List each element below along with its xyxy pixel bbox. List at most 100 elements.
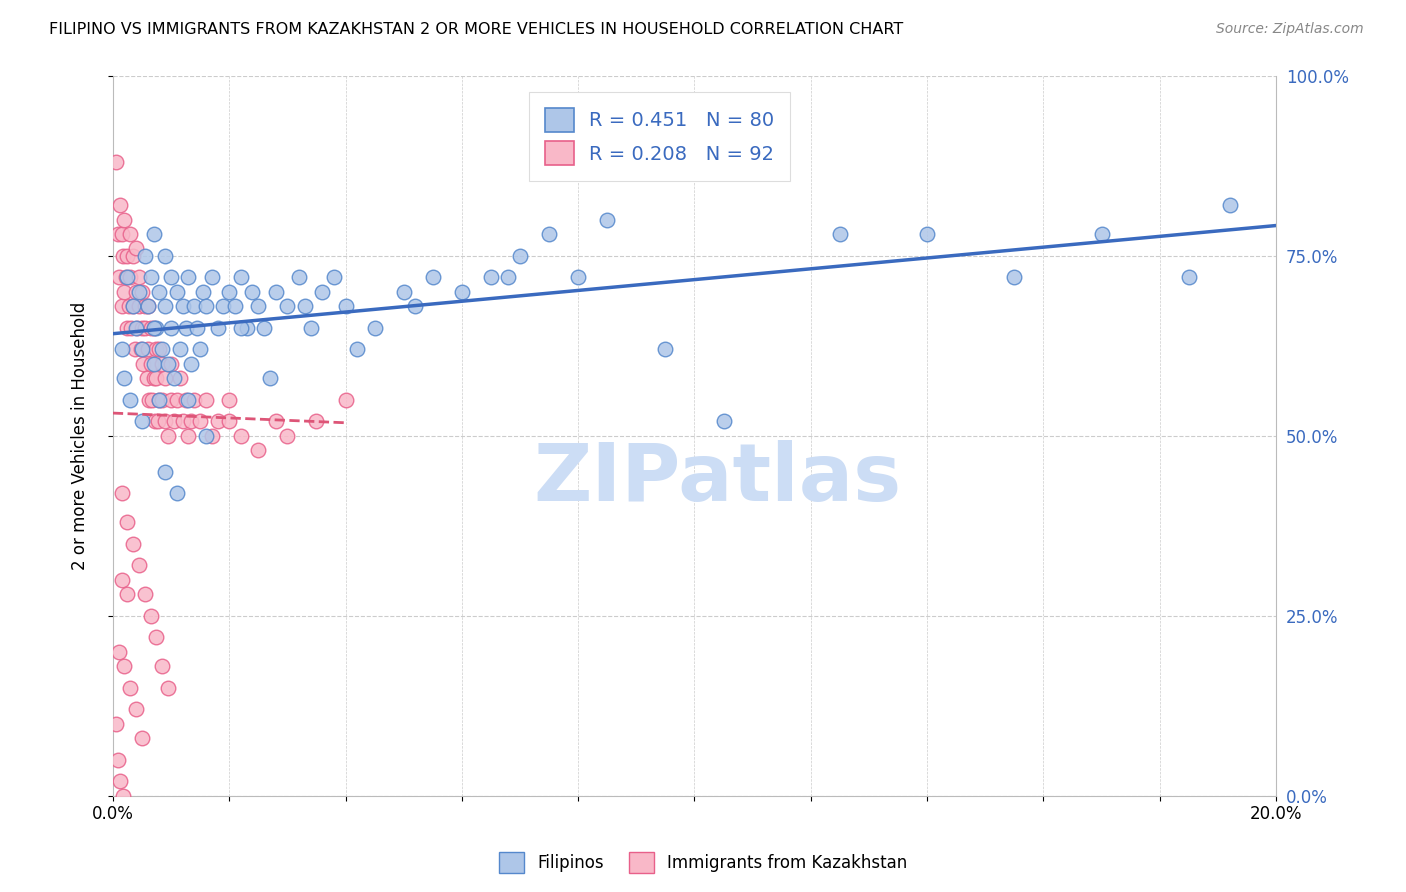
Point <box>247 443 270 458</box>
Point <box>120 270 142 285</box>
Point <box>194 299 217 313</box>
Point <box>122 299 145 313</box>
Point <box>183 299 205 313</box>
Point <box>186 320 208 334</box>
Point <box>346 342 368 356</box>
Point <box>150 342 173 356</box>
Point <box>218 414 240 428</box>
Point <box>120 392 142 407</box>
Point <box>392 285 415 299</box>
Point <box>188 342 211 356</box>
Point <box>201 428 224 442</box>
Point <box>134 320 156 334</box>
Point <box>1219 198 1241 212</box>
Point <box>207 414 229 428</box>
Point <box>177 392 200 407</box>
Point <box>235 320 257 334</box>
Point <box>169 371 191 385</box>
Point <box>180 357 202 371</box>
Point <box>322 270 344 285</box>
Point <box>1002 270 1025 285</box>
Point <box>134 587 156 601</box>
Point <box>163 371 186 385</box>
Point <box>218 285 240 299</box>
Point <box>180 414 202 428</box>
Point <box>915 227 938 241</box>
Point <box>139 320 162 334</box>
Point <box>114 659 136 673</box>
Point <box>142 320 165 334</box>
Point <box>117 249 139 263</box>
Point <box>713 414 735 428</box>
Point <box>108 774 131 789</box>
Point <box>174 392 197 407</box>
Legend: Filipinos, Immigrants from Kazakhstan: Filipinos, Immigrants from Kazakhstan <box>492 846 914 880</box>
Point <box>135 371 157 385</box>
Point <box>153 299 176 313</box>
Point <box>363 320 385 334</box>
Point <box>104 716 127 731</box>
Point <box>654 342 676 356</box>
Point <box>136 299 159 313</box>
Point <box>169 342 191 356</box>
Point <box>143 414 166 428</box>
Point <box>311 285 333 299</box>
Point <box>160 357 183 371</box>
Point <box>114 371 136 385</box>
Point <box>107 227 129 241</box>
Point <box>112 249 135 263</box>
Point <box>117 515 139 529</box>
Point <box>121 320 143 334</box>
Text: ZIPatlas: ZIPatlas <box>534 440 901 518</box>
Point <box>125 241 148 255</box>
Point <box>160 270 183 285</box>
Point <box>229 428 252 442</box>
Point <box>148 285 170 299</box>
Point <box>207 320 229 334</box>
Point <box>188 414 211 428</box>
Point <box>114 270 136 285</box>
Point <box>125 320 148 334</box>
Point <box>253 320 276 334</box>
Point <box>145 342 167 356</box>
Text: Source: ZipAtlas.com: Source: ZipAtlas.com <box>1216 22 1364 37</box>
Point <box>201 270 224 285</box>
Point <box>259 371 281 385</box>
Point <box>122 249 145 263</box>
Point <box>229 320 252 334</box>
Point <box>229 270 252 285</box>
Point <box>479 270 502 285</box>
Point <box>131 320 153 334</box>
Point <box>509 249 531 263</box>
Y-axis label: 2 or more Vehicles in Household: 2 or more Vehicles in Household <box>72 301 89 570</box>
Point <box>108 198 131 212</box>
Point <box>166 285 188 299</box>
Point <box>335 392 357 407</box>
Point <box>110 486 132 500</box>
Point <box>142 227 165 241</box>
Point <box>404 299 426 313</box>
Point <box>139 270 162 285</box>
Point <box>160 392 183 407</box>
Point <box>335 299 357 313</box>
Point <box>142 320 165 334</box>
Point <box>172 414 194 428</box>
Point <box>128 285 150 299</box>
Point <box>110 342 132 356</box>
Point <box>148 414 170 428</box>
Point <box>157 428 180 442</box>
Point <box>153 249 176 263</box>
Point <box>125 285 148 299</box>
Point <box>139 608 162 623</box>
Point <box>131 414 153 428</box>
Point <box>828 227 851 241</box>
Point <box>148 392 170 407</box>
Point <box>1091 227 1114 241</box>
Point <box>183 392 205 407</box>
Point <box>122 537 145 551</box>
Point <box>150 659 173 673</box>
Point <box>128 558 150 573</box>
Point <box>450 285 472 299</box>
Point <box>242 285 264 299</box>
Point <box>107 270 129 285</box>
